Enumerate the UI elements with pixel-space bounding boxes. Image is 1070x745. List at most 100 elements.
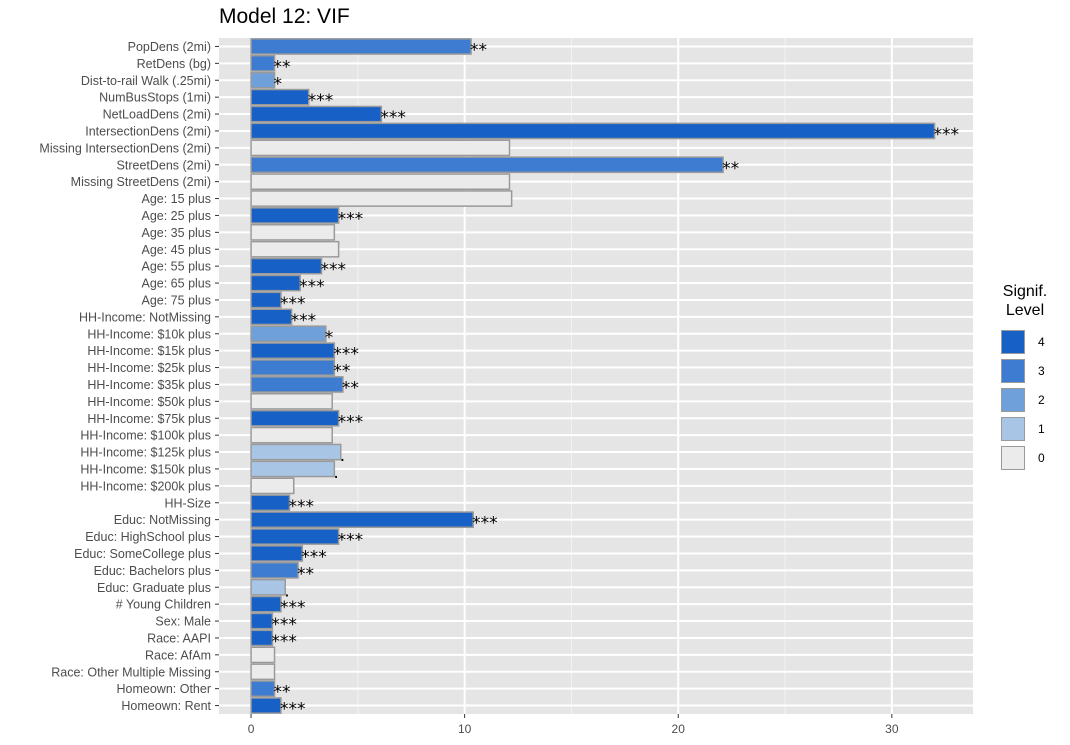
bar [250, 376, 344, 393]
significance-label: . [333, 463, 338, 483]
legend-label: 0 [1038, 451, 1045, 465]
legend-swatch [1001, 446, 1025, 470]
y-tick-label: HH-Income: $15k plus [87, 344, 211, 358]
significance-label: *** [271, 615, 297, 635]
bar [250, 629, 274, 647]
y-tick-label: NetLoadDens (2mi) [103, 108, 211, 122]
bar [250, 595, 282, 613]
y-tick-label: Age: 75 plus [142, 293, 212, 307]
x-tick-label: 20 [672, 722, 686, 736]
bar [250, 443, 342, 461]
legend-label: 2 [1038, 393, 1045, 407]
x-axis: 0 10 20 30 [248, 714, 899, 736]
bar [250, 325, 327, 343]
y-tick-label: HH-Income: $150k plus [80, 462, 211, 476]
y-tick-label: HH-Income: $125k plus [80, 446, 211, 460]
bar [250, 88, 310, 106]
plot-panel [219, 38, 973, 714]
bar [250, 274, 301, 292]
y-tick-label: HH-Income: $100k plus [80, 429, 211, 443]
legend: Signif. Level 4 3 2 1 0 [995, 282, 1067, 474]
y-tick-label: RetDens (bg) [137, 57, 211, 71]
bar [250, 646, 276, 664]
bar [250, 240, 340, 258]
bar [250, 308, 293, 326]
y-tick-label: Educ: NotMissing [114, 513, 211, 527]
bar [250, 190, 513, 207]
bar [250, 680, 276, 698]
bar [250, 426, 333, 444]
bar [250, 71, 276, 89]
y-tick-label: StreetDens (2mi) [117, 158, 211, 172]
legend-item: 3 [995, 358, 1067, 387]
y-tick-label: Educ: Bachelors plus [94, 564, 211, 578]
y-tick-label: Dist-to-rail Walk (.25mi) [81, 74, 211, 88]
bar [250, 207, 340, 224]
legend-title: Signif. Level [1002, 283, 1048, 319]
significance-label: ** [722, 159, 739, 179]
bar [250, 156, 724, 174]
significance-label: *** [321, 260, 347, 280]
bar [250, 511, 474, 529]
bar [250, 291, 282, 309]
legend-swatch [1001, 359, 1025, 383]
significance-label: *** [288, 497, 314, 517]
y-tick-label: # Young Children [116, 598, 211, 612]
y-tick-label: Age: 55 plus [142, 260, 212, 274]
bar [250, 494, 291, 512]
y-tick-label: HH-Income: $35k plus [87, 378, 211, 392]
y-tick-label: HH-Income: $200k plus [80, 479, 211, 493]
significance-label: *** [472, 514, 498, 534]
bar [250, 561, 299, 579]
x-tick-label: 0 [248, 722, 255, 736]
bar [250, 528, 340, 545]
significance-label: * [325, 328, 334, 348]
bar [250, 460, 336, 478]
bar [250, 342, 336, 360]
legend-swatch [1001, 388, 1025, 412]
chart-title: Model 12: VIF [219, 5, 350, 28]
y-tick-label: Race: AAPI [147, 631, 211, 645]
significance-label: *** [380, 108, 406, 128]
y-tick-label: NumBusStops (1mi) [99, 91, 211, 105]
y-axis: PopDens (2mi) RetDens (bg) Dist-to-rail Wa… [39, 40, 219, 713]
y-tick-label: HH-Income: $50k plus [87, 395, 211, 409]
legend-label: 3 [1038, 364, 1045, 378]
significance-label: *** [280, 598, 306, 618]
y-tick-label: Missing IntersectionDens (2mi) [39, 141, 211, 155]
significance-label: ** [333, 362, 350, 382]
bar [250, 223, 336, 241]
significance-label: ** [274, 683, 291, 703]
bar [250, 612, 274, 630]
significance-labels: ****************************************… [271, 40, 959, 719]
bar [250, 477, 295, 495]
bar [250, 139, 511, 157]
y-tick-label: Age: 45 plus [142, 243, 212, 257]
legend-swatch [1001, 417, 1025, 441]
significance-label: *** [338, 531, 364, 551]
y-tick-label: Age: 15 plus [142, 192, 212, 206]
significance-label: *** [338, 209, 364, 229]
bar [250, 359, 336, 376]
significance-label: ** [297, 564, 314, 584]
y-tick-label: Sex: Male [155, 615, 211, 629]
legend-item: 1 [995, 416, 1067, 445]
significance-label: . [284, 581, 289, 601]
y-tick-label: HH-Income: NotMissing [79, 310, 211, 324]
bar [250, 173, 511, 191]
significance-label: *** [271, 632, 297, 652]
bar [250, 409, 340, 427]
y-tick-label: Age: 65 plus [142, 277, 212, 291]
bar [250, 257, 323, 275]
x-tick-label: 30 [885, 722, 899, 736]
y-tick-label: Race: Other Multiple Missing [51, 665, 211, 679]
significance-label: *** [308, 91, 334, 111]
legend-label: 1 [1038, 422, 1045, 436]
legend-items: 4 3 2 1 0 [995, 329, 1067, 474]
y-tick-label: Race: AfAm [145, 648, 211, 662]
bar [250, 545, 304, 562]
significance-label: *** [280, 294, 306, 314]
x-tick-label: 10 [458, 722, 472, 736]
bar [250, 105, 383, 123]
